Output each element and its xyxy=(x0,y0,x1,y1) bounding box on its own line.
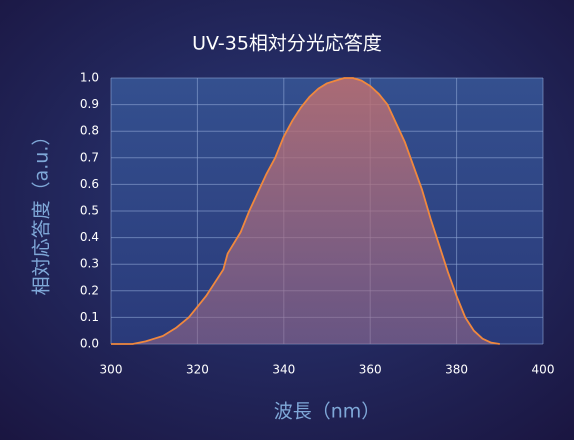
y-tick-label: 0.9 xyxy=(80,97,99,111)
area xyxy=(111,78,500,344)
y-tick-label: 0.5 xyxy=(80,204,99,218)
x-tick-label: 380 xyxy=(445,363,468,377)
x-axis-label: 波長（nm） xyxy=(274,401,381,423)
line xyxy=(111,77,500,345)
y-tick-label: 0.3 xyxy=(80,257,99,271)
y-tick-label: 0.6 xyxy=(80,177,99,191)
y-tick-label: 0.7 xyxy=(80,150,99,164)
x-tick-label: 320 xyxy=(186,363,209,377)
y-tick-label: 0.4 xyxy=(80,230,99,244)
y-tick-label: 0.2 xyxy=(80,283,99,297)
x-tick-label: 300 xyxy=(100,363,123,377)
x-tick-label: 340 xyxy=(272,363,295,377)
y-tick-label: 0.8 xyxy=(80,124,99,138)
y-tick-label: 0.1 xyxy=(80,310,99,324)
x-tick-label: 360 xyxy=(359,363,382,377)
y-tick-label: 0.0 xyxy=(80,337,99,351)
x-tick-label: 400 xyxy=(532,363,555,377)
y-tick-label: 1.0 xyxy=(80,71,99,85)
y-axis-label: 相対応答度（a.u.） xyxy=(31,127,53,296)
chart-title: UV-35相対分光応答度 xyxy=(192,33,382,55)
